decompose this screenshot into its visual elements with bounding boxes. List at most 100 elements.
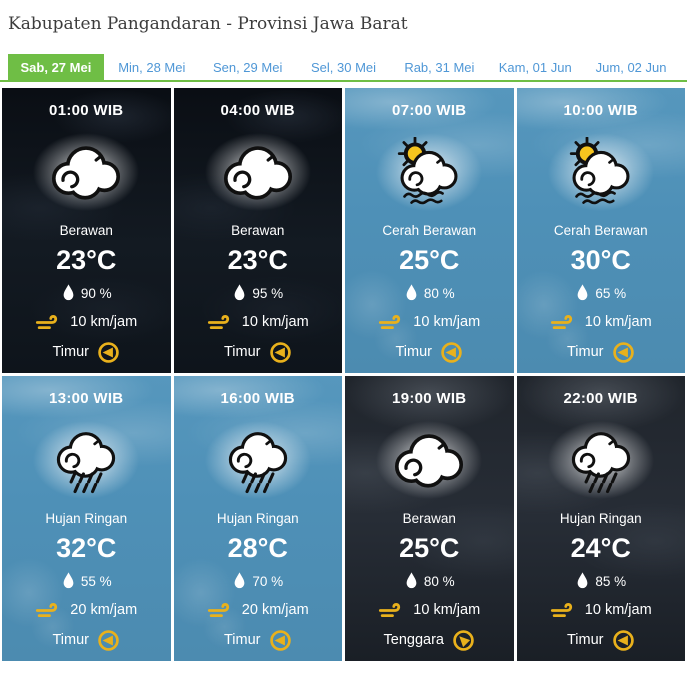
weather-icon-area [188,410,328,510]
humidity-value: 55 % [80,573,112,589]
wind-direction-arrow-icon [269,341,292,364]
water-drop-icon [404,571,419,591]
berawan-icon [212,137,304,207]
condition-label: Hujan Ringan [45,511,128,526]
day-tab-5[interactable]: Kam, 01 Jun [487,54,583,80]
condition-label: Cerah Berawan [382,223,477,238]
cerah-berawan-icon [555,137,647,207]
page-title: Kabupaten Pangandaran - Provinsi Jawa Ba… [8,14,408,34]
day-tab-bar: Sab, 27 Mei Min, 28 Mei Sen, 29 Mei Sel,… [0,54,687,82]
wind-direction-row: Timur [567,628,635,652]
day-tab-0[interactable]: Sab, 27 Mei [8,54,104,80]
wind-speed-value: 10 km/jam [584,314,652,330]
day-tab-label: Sen, 29 Mei [212,60,283,75]
forecast-card: 10:00 WIB Cerah Berawan 30°C 65 % 10 km/… [516,88,685,373]
wind-direction-label: Timur [223,632,261,648]
water-drop-icon [575,283,590,303]
wind-row: 20 km/jam [35,599,137,621]
forecast-card: 04:00 WIB Berawan 23°C 95 % 10 km/jam Ti… [173,88,342,373]
weather-icon-area [359,410,499,510]
condition-label: Berawan [231,223,285,238]
water-drop-icon [61,283,76,303]
wind-icon [35,313,63,332]
water-drop-icon [575,571,590,591]
forecast-time-label: 04:00 WIB [220,102,295,119]
wind-direction-label: Timur [566,344,604,360]
wind-direction-row: Tenggara [384,628,475,652]
wind-icon [550,601,578,620]
humidity-row: 65 % [575,282,626,304]
wind-speed-value: 10 km/jam [241,314,309,330]
forecast-card: 13:00 WIB Hujan Ringan 32°C 55 % 20 km/j… [2,376,171,661]
forecast-time-label: 13:00 WIB [49,390,124,407]
wind-icon [35,601,63,620]
weather-icon-area [531,122,671,222]
humidity-row: 70 % [232,570,283,592]
forecast-card: 16:00 WIB Hujan Ringan 28°C 70 % 20 km/j… [173,376,342,661]
weather-icon-area [16,122,156,222]
weather-icon-area [359,122,499,222]
wind-speed-value: 10 km/jam [413,602,481,618]
forecast-grid: 01:00 WIB Berawan 23°C 90 % 10 km/jam Ti… [0,88,687,661]
water-drop-icon [232,571,247,591]
wind-direction-row: Timur [395,340,463,364]
wind-row: 10 km/jam [550,311,652,333]
wind-row: 10 km/jam [378,599,480,621]
wind-row: 10 km/jam [207,311,309,333]
day-tab-4[interactable]: Rab, 31 Mei [391,54,487,80]
wind-icon [550,313,578,332]
wind-direction-label: Timur [395,344,432,360]
wind-direction-label: Timur [52,632,89,648]
forecast-time-label: 01:00 WIB [49,102,124,119]
humidity-value: 95 % [252,285,284,301]
forecast-card: 07:00 WIB Cerah Berawan 25°C 80 % 10 km/… [345,88,514,373]
humidity-row: 80 % [404,282,455,304]
berawan-icon [383,425,475,495]
wind-direction-label: Timur [52,344,89,360]
wind-direction-row: Timur [224,340,292,364]
temperature-value: 25°C [399,245,460,275]
wind-direction-arrow-icon [612,341,635,364]
day-tab-3[interactable]: Sel, 30 Mei [296,54,392,80]
day-tab-1[interactable]: Min, 28 Mei [104,54,200,80]
humidity-row: 90 % [61,282,112,304]
humidity-value: 80 % [423,285,455,301]
wind-direction-label: Timur [223,344,261,360]
wind-row: 10 km/jam [550,599,652,621]
forecast-time-label: 19:00 WIB [392,390,467,407]
wind-direction-arrow-icon [440,341,463,364]
temperature-value: 28°C [227,533,288,563]
hujan-ringan-icon [212,425,304,495]
forecast-time-label: 07:00 WIB [392,102,467,119]
forecast-card: 01:00 WIB Berawan 23°C 90 % 10 km/jam Ti… [2,88,171,373]
wind-speed-value: 10 km/jam [70,314,138,330]
forecast-card: 19:00 WIB Berawan 25°C 80 % 10 km/jam Te… [345,376,514,661]
weather-icon-area [16,410,156,510]
berawan-icon [40,137,132,207]
wind-icon [207,313,235,332]
humidity-value: 65 % [595,285,627,301]
forecast-time-label: 22:00 WIB [563,390,638,407]
humidity-value: 90 % [80,285,112,301]
hujan-ringan-icon [40,425,132,495]
forecast-time-label: 10:00 WIB [563,102,638,119]
day-tab-label: Sel, 30 Mei [310,60,377,75]
wind-row: 10 km/jam [378,311,480,333]
wind-direction-arrow-icon [97,341,120,364]
temperature-value: 24°C [570,533,631,563]
wind-row: 10 km/jam [35,311,137,333]
day-tab-6[interactable]: Jum, 02 Jun [583,54,679,80]
cerah-berawan-icon [383,137,475,207]
wind-icon [207,601,235,620]
humidity-value: 80 % [423,573,455,589]
day-tab-2[interactable]: Sen, 29 Mei [200,54,296,80]
temperature-value: 32°C [56,533,117,563]
hujan-ringan-icon [555,425,647,495]
day-tab-label: Kam, 01 Jun [498,60,572,75]
humidity-row: 95 % [232,282,283,304]
wind-direction-arrow-icon [269,629,292,652]
humidity-row: 80 % [404,570,455,592]
condition-label: Berawan [402,511,456,526]
humidity-value: 85 % [595,573,627,589]
wind-direction-row: Timur [52,628,120,652]
